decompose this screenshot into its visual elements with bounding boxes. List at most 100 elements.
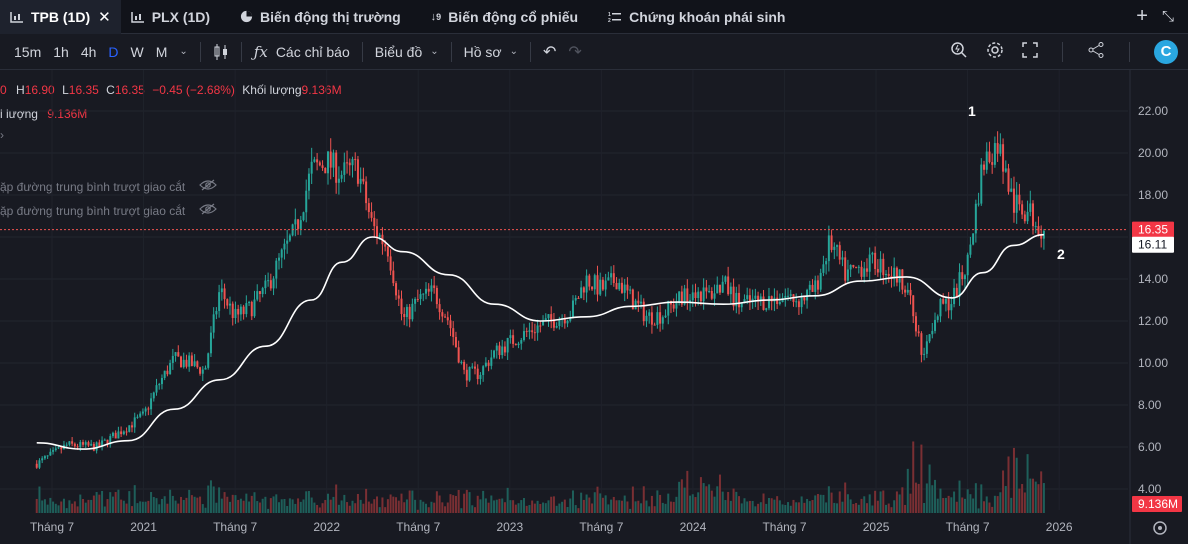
tab-plx[interactable]: PLX (1D): [121, 0, 220, 34]
volume-bar: [514, 504, 517, 513]
candle-body: [939, 299, 942, 317]
candle-body: [977, 203, 980, 205]
volume-bar: [686, 470, 689, 513]
interval-d[interactable]: D: [108, 43, 119, 60]
candle-body: [433, 285, 436, 288]
candle-body: [746, 295, 749, 300]
candle-body: [525, 331, 528, 333]
interval-1h[interactable]: 1h: [53, 43, 69, 60]
volume-bar: [125, 503, 128, 513]
tab-tpb[interactable]: TPB (1D) ✕: [0, 0, 121, 34]
candle-body: [305, 190, 308, 213]
candle-body: [359, 178, 362, 184]
undo-button[interactable]: ↶: [537, 34, 562, 70]
volume-bar: [974, 483, 977, 513]
ma-legend-2[interactable]: ặp đường trung bình trượt giao cắt: [0, 203, 217, 218]
volume-bar: [963, 498, 966, 513]
candle-style-button[interactable]: [207, 34, 235, 70]
volume-bar: [599, 493, 602, 513]
quick-search-icon[interactable]: [950, 41, 968, 62]
volume-bar: [743, 498, 746, 513]
volume-bar: [201, 504, 204, 513]
interval-m[interactable]: M: [155, 43, 168, 60]
settings-gear-icon[interactable]: [1153, 521, 1167, 535]
eye-off-icon[interactable]: [198, 203, 217, 218]
candle-body: [882, 258, 885, 276]
volume-bar: [776, 496, 779, 513]
price-axis[interactable]: 22.0020.0018.0016.0014.0012.0010.008.006…: [1129, 70, 1168, 544]
volume-bar: [441, 502, 444, 513]
time-axis[interactable]: Tháng 7 2021 Tháng 7 2022 Tháng 7 2023 Tháng 7…: [30, 520, 1073, 534]
fullscreen-icon[interactable]: [1022, 42, 1038, 61]
indicators-button[interactable]: ƒx Các chỉ báo: [248, 34, 356, 70]
candle-body: [248, 301, 251, 304]
volume-bar: [814, 495, 817, 513]
volume-bar: [375, 496, 378, 513]
close-icon[interactable]: ✕: [98, 8, 111, 26]
volume-bar: [882, 490, 885, 513]
candle-body: [983, 164, 986, 170]
candle-body: [963, 275, 966, 280]
candle-body: [41, 458, 44, 461]
candle-body: [520, 340, 523, 344]
candle-body: [158, 384, 161, 386]
volume-bar: [190, 495, 193, 513]
volume-bar: [218, 487, 221, 513]
volume-bar: [827, 486, 830, 513]
plus-icon[interactable]: +: [1136, 5, 1148, 27]
ma-legend-1[interactable]: ặp đường trung bình trượt giao cắt: [0, 179, 217, 194]
volume-bar: [245, 493, 248, 513]
candle-body: [419, 294, 422, 299]
candle-body: [446, 317, 449, 321]
y-tick-label: 12.00: [1138, 314, 1168, 328]
volume-bar: [993, 495, 996, 513]
volume-bar: [898, 494, 901, 513]
candle-body: [180, 356, 183, 368]
volume-bar: [972, 498, 975, 513]
interval-15m[interactable]: 15m: [14, 43, 42, 60]
chart-icon: [130, 11, 145, 23]
candle-body: [865, 268, 868, 272]
volume-bar: [139, 501, 142, 513]
candle-body: [898, 269, 901, 283]
candle-body: [522, 331, 525, 341]
volume-bar: [482, 490, 485, 513]
volume-bar: [1015, 457, 1018, 513]
volume-bar: [1021, 484, 1024, 513]
share-icon[interactable]: [1087, 41, 1105, 62]
toolbar-right: C: [950, 39, 1188, 64]
tab-stock-movement[interactable]: ↓ 9 Biến động cổ phiếu: [421, 0, 588, 34]
candle-body: [748, 295, 751, 302]
ma-indicator-label: ặp đường trung bình trượt giao cắt: [0, 204, 186, 218]
interval-dropdown[interactable]: ⌄: [173, 34, 193, 70]
candle-body: [120, 431, 123, 435]
candle-body: [544, 318, 547, 321]
volume-bar: [326, 493, 329, 513]
candle-body: [1026, 211, 1029, 222]
volume-bar: [912, 441, 915, 513]
volume-bar: [615, 500, 618, 513]
y-tick-label: 18.00: [1138, 188, 1168, 202]
tab-market-movement[interactable]: Biến động thị trường: [230, 0, 411, 34]
profile-button[interactable]: Hồ sơ ⌄: [458, 34, 524, 70]
volume-bar: [291, 499, 294, 513]
collapse-arrow-icon[interactable]: ›: [0, 128, 4, 142]
x-tick-label: Tháng 7: [946, 520, 990, 534]
price-chart[interactable]: 22.0020.0018.0016.0014.0012.0010.008.006…: [0, 70, 1188, 544]
interval-4h[interactable]: 4h: [80, 43, 97, 60]
eye-off-icon[interactable]: [198, 179, 217, 194]
fullscreen-icon[interactable]: ⤡: [1161, 8, 1174, 25]
candle-body: [879, 258, 882, 273]
candle-body: [242, 306, 245, 315]
gear-icon[interactable]: [986, 41, 1004, 62]
volume-bar: [705, 486, 708, 513]
interval-w[interactable]: W: [130, 43, 144, 60]
volume-bar: [757, 503, 760, 513]
chart-type-button[interactable]: Biểu đồ ⌄: [369, 34, 445, 70]
redo-button[interactable]: ↷: [562, 34, 587, 70]
volume-bar: [272, 496, 275, 513]
volume-bar: [637, 500, 640, 513]
candle-body: [558, 319, 561, 326]
candle-body: [128, 425, 131, 432]
